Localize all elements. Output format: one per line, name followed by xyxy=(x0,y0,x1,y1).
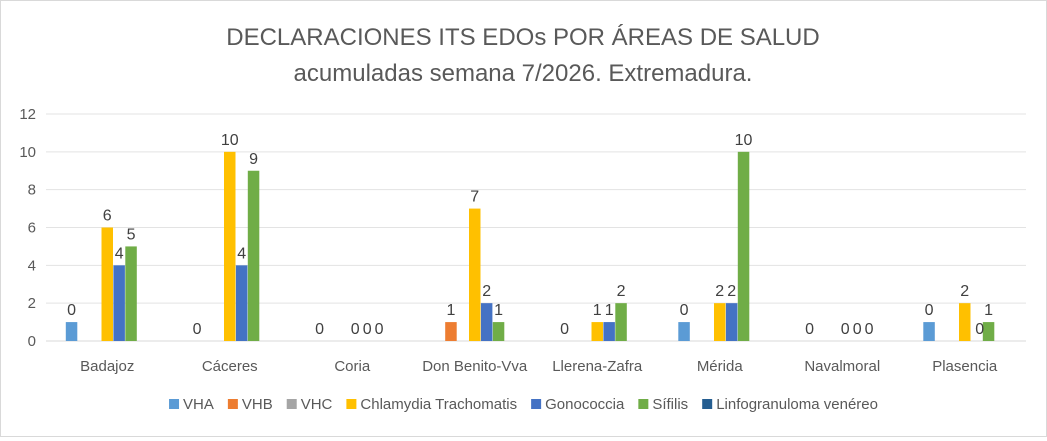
legend-item: Gonococcia xyxy=(531,396,625,413)
data-label: 0 xyxy=(375,321,384,338)
legend-label: Chlamydia Trachomatis xyxy=(360,396,517,413)
bar xyxy=(492,322,505,341)
chart-title: DECLARACIONES ITS EDOs POR ÁREAS DE SALU… xyxy=(226,24,819,51)
bar xyxy=(247,170,260,341)
x-tick-label: Llerena-Zafra xyxy=(552,358,643,375)
x-tick-label: Don Benito-Vva xyxy=(422,358,528,375)
x-tick-label: Plasencia xyxy=(932,358,998,375)
data-label: 2 xyxy=(482,283,491,300)
data-label: 5 xyxy=(127,226,136,243)
x-tick-label: Coria xyxy=(334,358,371,375)
legend-label: VHB xyxy=(242,396,273,413)
data-label: 2 xyxy=(715,283,724,300)
y-tick-label: 12 xyxy=(19,106,36,123)
data-label: 0 xyxy=(853,321,862,338)
data-label: 1 xyxy=(984,302,993,319)
data-label: 6 xyxy=(103,208,112,225)
data-label: 0 xyxy=(315,321,324,338)
data-label: 0 xyxy=(363,321,372,338)
data-label: 1 xyxy=(605,302,614,319)
data-label: 0 xyxy=(680,302,689,319)
bar xyxy=(725,303,738,341)
bar xyxy=(959,303,971,341)
data-label: 2 xyxy=(617,283,626,300)
data-label: 10 xyxy=(735,132,753,149)
legend-label: Gonococcia xyxy=(545,396,625,413)
chart-subtitle: acumuladas semana 7/2026. Extremadura. xyxy=(294,60,753,87)
x-tick-label: Cáceres xyxy=(202,358,258,375)
legend-item: VHB xyxy=(227,396,273,413)
legend: VHA VHB VHC Chlamydia Trachomatis Gonococcia… xyxy=(169,396,878,413)
legend-swatch xyxy=(227,399,238,409)
y-tick-label: 10 xyxy=(19,144,36,161)
bar xyxy=(65,322,78,341)
legend-item: VHC xyxy=(286,396,333,413)
data-label: 1 xyxy=(446,302,455,319)
data-label: 0 xyxy=(67,302,76,319)
x-tick-label: Mérida xyxy=(697,358,744,375)
data-label: 1 xyxy=(494,302,503,319)
legend-swatch xyxy=(346,399,357,409)
data-label: 2 xyxy=(727,283,736,300)
y-axis-ticks: 0 2 4 6 8 10 12 xyxy=(19,106,36,350)
gridlines xyxy=(46,113,1026,342)
data-label: 0 xyxy=(560,321,569,338)
data-label: 4 xyxy=(237,245,246,262)
x-axis-labels: Badajoz Cáceres Coria Don Benito-Vva Llerena… xyxy=(80,358,998,375)
bar xyxy=(615,303,627,341)
bar xyxy=(737,151,750,341)
data-label: 2 xyxy=(960,283,969,300)
data-label: 1 xyxy=(593,302,602,319)
legend-item: Chlamydia Trachomatis xyxy=(346,396,517,413)
bars xyxy=(65,151,995,341)
data-label: 0 xyxy=(351,321,360,338)
legend-swatch xyxy=(702,399,713,409)
bar xyxy=(982,322,995,341)
legend-label: Sífilis xyxy=(652,396,688,413)
bar xyxy=(480,303,493,341)
legend-swatch xyxy=(169,399,180,409)
legend-label: Linfogranuloma venéreo xyxy=(716,396,878,413)
bar xyxy=(714,303,726,341)
legend-item: VHA xyxy=(169,396,214,413)
data-label: 0 xyxy=(975,321,984,338)
bar xyxy=(224,151,236,341)
y-tick-label: 2 xyxy=(28,295,36,312)
data-label: 4 xyxy=(115,245,124,262)
bar xyxy=(678,322,690,341)
data-label: 10 xyxy=(221,132,239,149)
data-label: 0 xyxy=(841,321,850,338)
x-tick-label: Navalmoral xyxy=(804,358,880,375)
legend-label: VHA xyxy=(183,396,214,413)
y-tick-label: 0 xyxy=(28,333,36,350)
bar xyxy=(125,246,137,341)
x-tick-label: Badajoz xyxy=(80,358,134,375)
y-tick-label: 4 xyxy=(28,257,36,274)
data-label: 0 xyxy=(193,321,202,338)
legend-swatch xyxy=(531,399,542,409)
legend-item: Linfogranuloma venéreo xyxy=(702,396,878,413)
bar xyxy=(101,227,113,341)
bar xyxy=(603,322,615,341)
y-tick-label: 8 xyxy=(28,182,36,199)
bar xyxy=(235,265,248,341)
bar xyxy=(923,322,935,341)
data-label: 0 xyxy=(925,302,934,319)
legend-swatch xyxy=(638,399,649,409)
legend-label: VHC xyxy=(301,396,333,413)
data-label: 0 xyxy=(865,321,874,338)
data-label: 0 xyxy=(805,321,814,338)
data-label: 7 xyxy=(470,189,479,206)
bar xyxy=(445,322,457,341)
bar xyxy=(469,208,481,341)
data-label: 9 xyxy=(249,151,258,168)
legend-item: Sífilis xyxy=(638,396,688,413)
y-tick-label: 6 xyxy=(28,220,36,237)
legend-swatch xyxy=(286,399,297,409)
bar xyxy=(591,322,603,341)
bar xyxy=(113,265,125,341)
